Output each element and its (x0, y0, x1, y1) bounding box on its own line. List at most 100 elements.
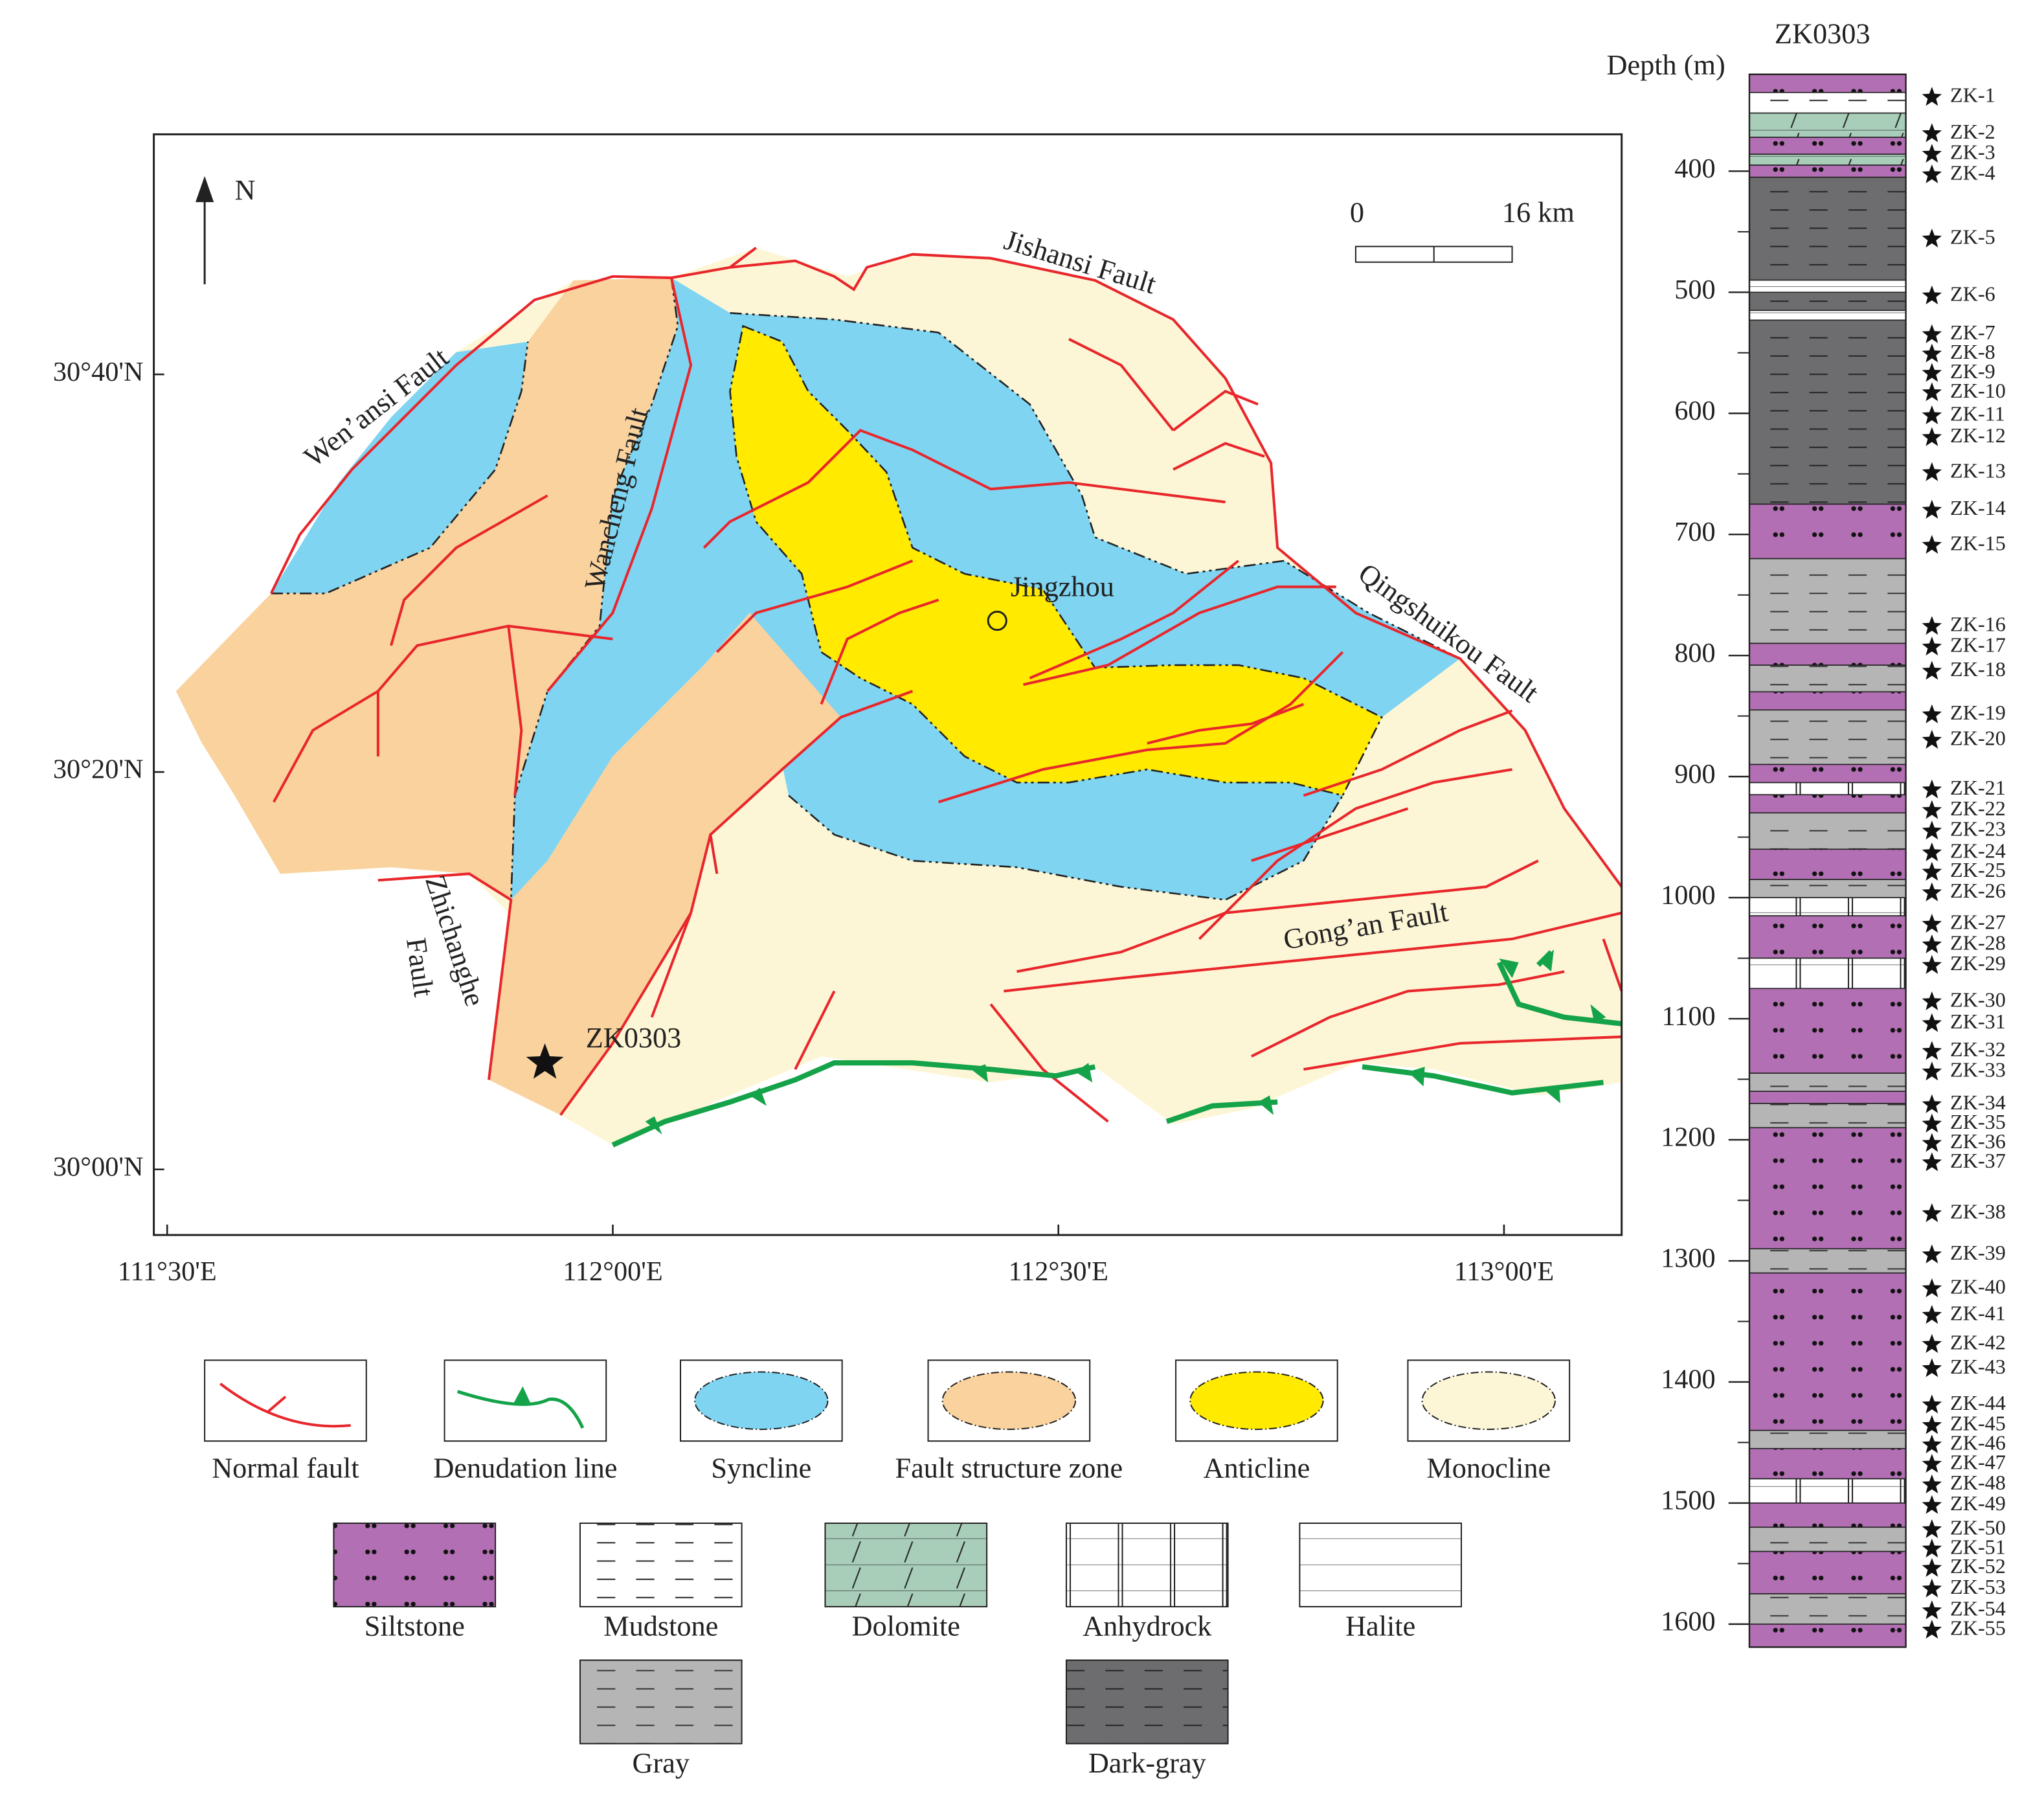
lithology-layer (1749, 92, 1907, 114)
sample-label: ZK-21 (1950, 776, 2006, 799)
denudation-line (611, 1060, 1096, 1148)
depth-tick-label: 1500 (1661, 1486, 1716, 1516)
sample-label: ZK-33 (1950, 1058, 2006, 1082)
sample-marker (1922, 1358, 1942, 1377)
denudation-lines (611, 949, 1623, 1148)
sample-marker (1922, 1304, 1942, 1324)
depth-tick-label: 900 (1674, 759, 1715, 789)
sample-marker (1922, 1434, 1942, 1454)
normal-fault (269, 247, 1623, 888)
column-title: ZK0303 (1775, 18, 1870, 50)
sample-marker (1922, 779, 1942, 799)
sample-label: ZK-32 (1950, 1037, 2006, 1061)
sample-marker (1922, 842, 1942, 861)
lithology-layer (1749, 1526, 1907, 1552)
sample-marker (1922, 499, 1942, 519)
normal-fault (1004, 709, 1623, 1071)
sample-label: ZK-14 (1950, 496, 2006, 519)
depth-tick-label: 500 (1674, 275, 1715, 305)
denudation-teeth (645, 949, 1606, 1135)
sample-marker (1922, 285, 1942, 305)
sample-marker (1922, 1133, 1942, 1152)
fault-zone-region (489, 613, 841, 1115)
sample-label: ZK-50 (1950, 1515, 2006, 1539)
sample-label: ZK-38 (1950, 1199, 2006, 1223)
sample-marker (1922, 934, 1942, 954)
normal-fault (715, 560, 1336, 705)
sample-label: ZK-48 (1950, 1471, 2006, 1494)
sample-marker (1922, 882, 1942, 901)
legend-label: Halite (1345, 1610, 1415, 1642)
lithology-layer (1749, 112, 1907, 138)
legend-box (1299, 1523, 1463, 1607)
legend-item: Syncline (679, 1359, 843, 1484)
borehole-column: ZK0303 Depth (m) 400 500 600 700 800 900 1000 1… (1607, 18, 2006, 1648)
sample-marker (1922, 1244, 1942, 1263)
sample-label: ZK-47 (1950, 1450, 2006, 1473)
sample-label: ZK-37 (1950, 1149, 2006, 1172)
depth-tick-label: 1200 (1661, 1122, 1716, 1153)
sample-label: ZK-18 (1950, 657, 2006, 681)
legend-label: Fault structure zone (895, 1453, 1123, 1484)
sample-label: ZK-12 (1950, 424, 2006, 447)
legend-item: Monocline (1407, 1359, 1571, 1484)
sample-marker (1922, 462, 1942, 481)
sample-marker (1922, 1578, 1942, 1598)
lithology-layer (1749, 1272, 1907, 1431)
lithology-layer (1749, 664, 1907, 693)
sample-marker (1922, 1152, 1942, 1172)
sample-label: ZK-43 (1950, 1355, 2006, 1378)
x-tick-label: 112°00'E (563, 1256, 662, 1287)
sample-label: ZK-40 (1950, 1274, 2006, 1298)
sample-marker (1922, 616, 1942, 635)
legend-item: Mudstone (579, 1523, 743, 1642)
sample-label: ZK-19 (1950, 701, 2006, 724)
north-label: N (235, 174, 256, 206)
legend-label: Anticline (1204, 1453, 1310, 1484)
sample-marker (1922, 1474, 1942, 1493)
sample-marker (1922, 1041, 1942, 1060)
sample-marker (1922, 123, 1942, 142)
legend-item: Denudation line (433, 1359, 617, 1484)
x-tick-label: 112°30'E (1009, 1256, 1108, 1287)
depth-tick-label: 800 (1674, 638, 1715, 668)
legend-label: Siltstone (365, 1610, 465, 1642)
legend-label: Syncline (711, 1453, 811, 1484)
lithology-layer (1749, 153, 1907, 166)
sample-label: ZK-6 (1950, 282, 1995, 305)
sample-marker (1922, 87, 1942, 106)
sample-marker (1922, 955, 1942, 974)
lithology-layer (1749, 310, 1907, 321)
sample-label: ZK-16 (1950, 613, 2006, 636)
map-ticks: 111°30'E 112°00'E 112°30'E 113°00'E 30°40'N 3… (53, 357, 1554, 1287)
city-label: Jingzhou (1011, 571, 1114, 602)
x-tick-label: 111°30'E (118, 1256, 217, 1287)
fault-zone-region (175, 277, 678, 900)
legend-label: Dolomite (852, 1610, 960, 1642)
lithology-layer (1749, 642, 1907, 666)
sample-marker (1922, 1620, 1942, 1639)
sample-marker (1922, 1394, 1942, 1414)
sample-marker (1922, 636, 1942, 656)
sample-marker (1922, 164, 1942, 183)
lithology-layer (1749, 291, 1907, 311)
sample-label: ZK-15 (1950, 531, 2006, 554)
scale-label: 16 km (1502, 196, 1575, 228)
legend-box (204, 1359, 367, 1442)
lithology-layer (1749, 915, 1907, 959)
lithology-layer (1749, 812, 1907, 850)
sample-label: ZK-49 (1950, 1491, 2006, 1515)
x-tick-label: 113°00'E (1454, 1256, 1554, 1287)
syncline-region (271, 341, 528, 594)
sample-label: ZK-20 (1950, 726, 2006, 749)
sample-marker (1922, 1415, 1942, 1434)
sample-label: ZK-25 (1950, 858, 2006, 881)
sample-label: ZK-34 (1950, 1091, 2006, 1114)
sample-label: ZK-4 (1950, 161, 1995, 184)
sample-label: ZK-7 (1950, 321, 1995, 344)
legend-symbol (513, 1386, 531, 1403)
normal-fault (938, 651, 1344, 804)
lithology-layer (1749, 1447, 1907, 1480)
sample-marker (1922, 535, 1942, 554)
lithology-layer (1749, 691, 1907, 711)
